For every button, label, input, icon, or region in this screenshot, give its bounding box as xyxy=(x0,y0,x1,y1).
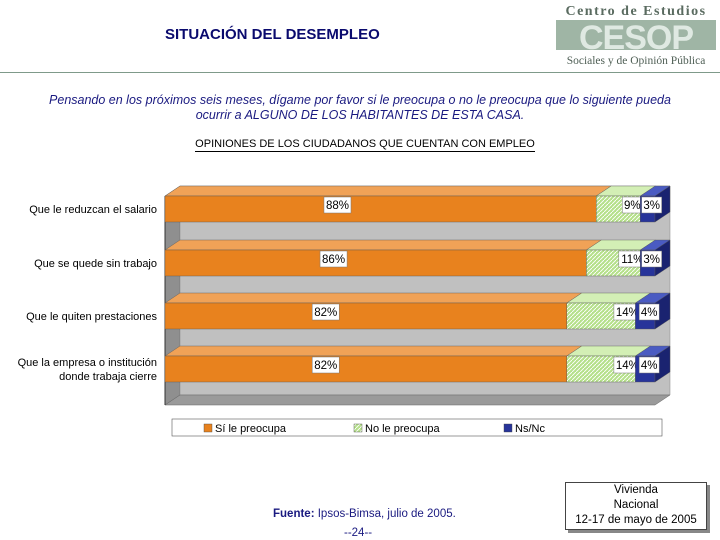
data-label-text: 82% xyxy=(314,360,337,372)
data-label-text: 4% xyxy=(641,360,658,372)
category-label: Que le quiten prestaciones xyxy=(26,311,157,323)
data-label-text: 9% xyxy=(624,200,641,212)
data-label-box xyxy=(641,196,662,214)
survey-dates: 12-17 de mayo de 2005 xyxy=(575,514,697,526)
survey-type: Vivienda xyxy=(614,484,658,496)
data-label-no: 14% xyxy=(613,356,642,374)
category-label: donde trabaja cierre xyxy=(59,371,157,383)
logo-line1: Centro de Estudios xyxy=(565,4,706,19)
page-title: SITUACIÓN DEL DESEMPLEO xyxy=(165,26,380,43)
source-note: Fuente: Ipsos-Bimsa, julio de 2005. xyxy=(273,508,456,520)
bar-si xyxy=(164,249,587,277)
bar-si xyxy=(164,302,567,330)
data-label-si: 86% xyxy=(319,250,348,268)
data-label-text: 3% xyxy=(643,200,660,212)
legend-label-ns: Ns/Nc xyxy=(515,423,545,435)
chart-floor xyxy=(164,394,671,406)
legend-swatch-no xyxy=(353,423,363,433)
logo-mark: CESOP xyxy=(579,19,693,57)
legend-swatch-si xyxy=(203,423,213,433)
legend-box xyxy=(171,418,663,437)
source-label: Fuente: xyxy=(273,508,315,520)
data-label-no: 9% xyxy=(622,196,643,214)
legend-label-no: No le preocupa xyxy=(365,423,440,435)
data-label-text: 4% xyxy=(641,307,658,319)
bar-top-si xyxy=(164,345,583,357)
data-label-box xyxy=(641,250,662,268)
data-label-box xyxy=(323,196,352,214)
data-label-box xyxy=(319,250,348,268)
logo-line2: Sociales y de Opinión Pública xyxy=(567,55,706,67)
chart-subtitle: OPINIONES DE LOS CIUDADANOS QUE CUENTAN … xyxy=(0,138,720,152)
survey-scope: Nacional xyxy=(613,499,659,511)
data-label-text: 14% xyxy=(616,360,639,372)
data-label-ns: 3% xyxy=(641,196,662,214)
data-label-ns: 4% xyxy=(638,303,660,321)
data-label-si: 82% xyxy=(311,356,340,374)
header-divider xyxy=(0,72,720,73)
data-label-text: 88% xyxy=(326,200,349,212)
data-label-no: 11% xyxy=(618,250,647,268)
source-text: Ipsos-Bimsa, julio de 2005. xyxy=(314,508,456,520)
bar-si xyxy=(164,355,567,383)
data-label-text: 86% xyxy=(322,254,345,266)
data-label-si: 82% xyxy=(311,303,340,321)
data-label-box xyxy=(311,303,340,321)
legend-label-si: Sí le preocupa xyxy=(215,423,287,435)
page-number: --24-- xyxy=(344,527,373,539)
bar-top-si xyxy=(164,292,583,304)
data-label-text: 3% xyxy=(643,254,660,266)
data-label-box xyxy=(638,303,660,321)
category-label: Que la empresa o institución xyxy=(18,357,157,369)
category-label: Que se quede sin trabajo xyxy=(34,258,157,270)
legend-swatch-ns xyxy=(503,423,513,433)
data-label-ns: 3% xyxy=(641,250,662,268)
cesop-logo: Centro de Estudios CESOP Sociales y de O… xyxy=(556,4,716,67)
data-label-no: 14% xyxy=(613,303,642,321)
survey-question: Pensando en los próximos seis meses, díg… xyxy=(49,93,671,122)
data-label-text: 14% xyxy=(616,307,639,319)
logo-band xyxy=(556,20,716,50)
survey-info-box: Vivienda Nacional 12-17 de mayo de 2005 xyxy=(565,482,707,530)
bar-top-si xyxy=(164,239,603,251)
data-label-si: 88% xyxy=(323,196,352,214)
data-label-ns: 4% xyxy=(638,356,660,374)
data-label-box xyxy=(638,356,660,374)
bar-top-si xyxy=(164,185,612,197)
category-label: Que le reduzcan el salario xyxy=(29,204,157,216)
bar-si xyxy=(164,195,597,223)
chart-subtitle-text: OPINIONES DE LOS CIUDADANOS QUE CUENTAN … xyxy=(195,138,535,152)
data-label-box xyxy=(311,356,340,374)
data-label-text: 11% xyxy=(621,254,643,266)
data-label-text: 82% xyxy=(314,307,337,319)
